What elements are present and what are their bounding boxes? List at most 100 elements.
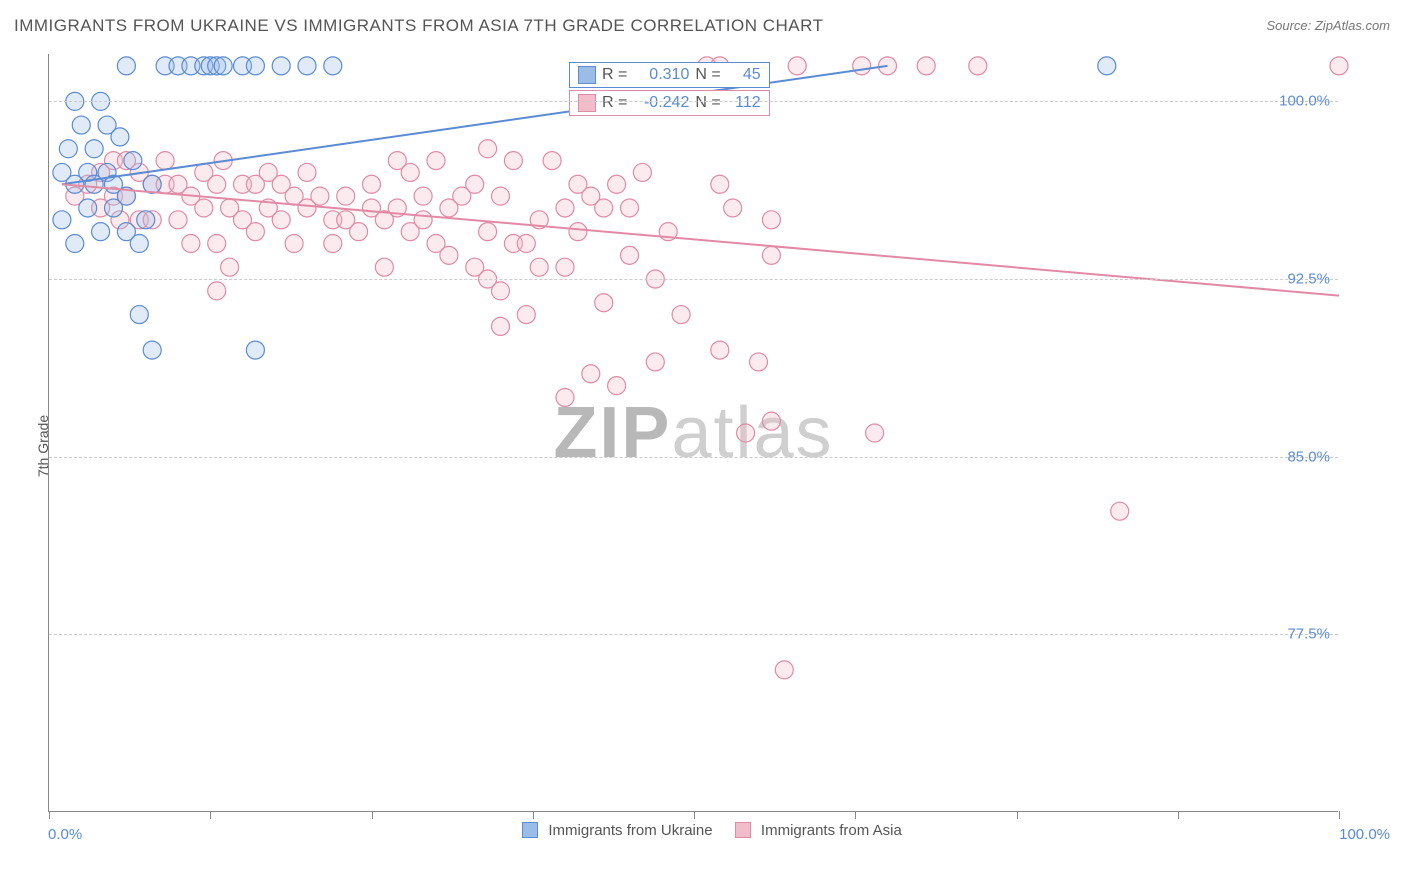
scatter-point <box>917 57 935 75</box>
scatter-point <box>711 175 729 193</box>
scatter-point <box>130 235 148 253</box>
swatch-icon <box>522 822 538 838</box>
scatter-point <box>1098 57 1116 75</box>
gridline <box>49 279 1338 280</box>
source-attribution: Source: ZipAtlas.com <box>1266 18 1390 33</box>
scatter-point <box>124 152 142 170</box>
swatch-icon <box>578 94 596 112</box>
scatter-point <box>724 199 742 217</box>
scatter-point <box>762 246 780 264</box>
scatter-point <box>621 246 639 264</box>
scatter-point <box>337 187 355 205</box>
scatter-point <box>208 175 226 193</box>
scatter-point <box>479 140 497 158</box>
scatter-point <box>762 412 780 430</box>
scatter-point <box>156 152 174 170</box>
scatter-point <box>479 223 497 241</box>
scatter-point <box>595 199 613 217</box>
scatter-point <box>853 57 871 75</box>
stat-r-value: -0.242 <box>633 94 689 112</box>
x-tick <box>694 811 695 819</box>
x-tick <box>533 811 534 819</box>
scatter-point <box>582 365 600 383</box>
scatter-point <box>182 235 200 253</box>
scatter-point <box>556 388 574 406</box>
x-tick <box>1178 811 1179 819</box>
scatter-point <box>788 57 806 75</box>
scatter-point <box>504 152 522 170</box>
x-tick <box>49 811 50 819</box>
scatter-point <box>440 246 458 264</box>
scatter-point <box>775 661 793 679</box>
scatter-point <box>79 199 97 217</box>
scatter-point <box>66 235 84 253</box>
x-tick <box>1339 811 1340 819</box>
swatch-icon <box>578 66 596 84</box>
scatter-point <box>246 223 264 241</box>
scatter-point <box>608 377 626 395</box>
gridline <box>49 634 1338 635</box>
scatter-point <box>543 152 561 170</box>
y-tick-label: 92.5% <box>1287 271 1330 288</box>
x-tick <box>855 811 856 819</box>
stat-r-label: R = <box>602 94 627 112</box>
scatter-point <box>85 140 103 158</box>
scatter-point <box>350 223 368 241</box>
scatter-point <box>143 341 161 359</box>
scatter-point <box>517 235 535 253</box>
scatter-point <box>1330 57 1348 75</box>
stat-n-label: N = <box>695 94 720 112</box>
scatter-point <box>246 341 264 359</box>
scatter-point <box>466 175 484 193</box>
scatter-point <box>711 341 729 359</box>
scatter-point <box>137 211 155 229</box>
scatter-point <box>208 235 226 253</box>
x-tick <box>210 811 211 819</box>
scatter-point <box>737 424 755 442</box>
scatter-point <box>117 57 135 75</box>
stats-box-series-1: R = 0.310 N = 45 <box>569 62 770 88</box>
scatter-point <box>375 258 393 276</box>
stat-r-label: R = <box>602 66 627 84</box>
scatter-point <box>272 57 290 75</box>
scatter-point <box>59 140 77 158</box>
scatter-point <box>298 57 316 75</box>
scatter-point <box>556 199 574 217</box>
x-tick <box>372 811 373 819</box>
scatter-point <box>672 306 690 324</box>
scatter-point <box>214 57 232 75</box>
scatter-point <box>492 282 510 300</box>
scatter-point <box>53 211 71 229</box>
scatter-point <box>311 187 329 205</box>
scatter-point <box>208 282 226 300</box>
scatter-point <box>762 211 780 229</box>
scatter-point <box>608 175 626 193</box>
scatter-point <box>646 353 664 371</box>
scatter-point <box>92 223 110 241</box>
scatter-point <box>195 199 213 217</box>
scatter-point <box>492 317 510 335</box>
scatter-point <box>363 175 381 193</box>
scatter-point <box>246 57 264 75</box>
y-tick-label: 77.5% <box>1287 626 1330 643</box>
scatter-point <box>633 163 651 181</box>
plot-area: ZIPatlas R = 0.310 N = 45 R = -0.242 N =… <box>48 54 1338 812</box>
swatch-icon <box>735 822 751 838</box>
scatter-point <box>324 235 342 253</box>
scatter-point <box>556 258 574 276</box>
scatter-point <box>969 57 987 75</box>
legend-label-1: Immigrants from Ukraine <box>548 822 712 839</box>
scatter-point <box>401 163 419 181</box>
y-tick-label: 85.0% <box>1287 448 1330 465</box>
scatter-point <box>492 187 510 205</box>
scatter-point <box>427 152 445 170</box>
scatter-point <box>143 175 161 193</box>
scatter-point <box>569 223 587 241</box>
scatter-point <box>130 306 148 324</box>
scatter-point <box>324 57 342 75</box>
legend-label-2: Immigrants from Asia <box>761 822 902 839</box>
stats-box-series-2: R = -0.242 N = 112 <box>569 90 770 116</box>
scatter-point <box>272 211 290 229</box>
scatter-point <box>1111 502 1129 520</box>
stat-n-value: 45 <box>727 66 761 84</box>
